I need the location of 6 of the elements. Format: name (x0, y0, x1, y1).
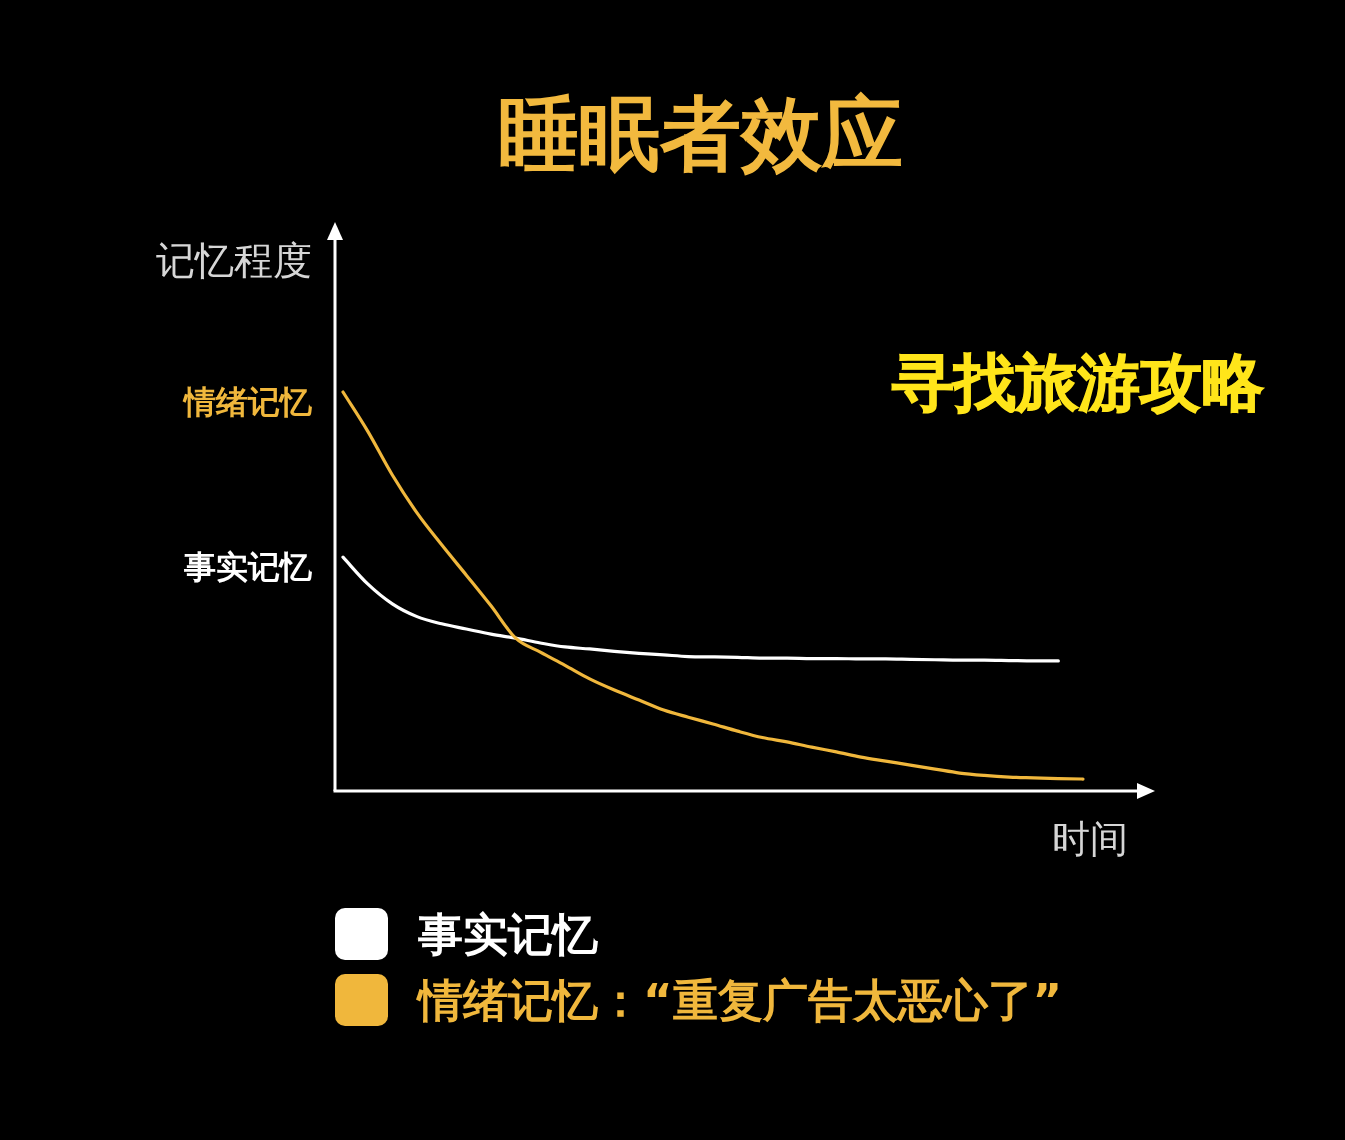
title: 睡眠者效应 (497, 87, 903, 181)
xlabel: 时间 (1052, 817, 1128, 861)
annotation: 寻找旅游攻略 (892, 346, 1264, 419)
annotation: 情绪记忆 (184, 383, 312, 421)
annotation: 事实记忆 (184, 548, 312, 587)
ylabel: 记忆程度 (156, 238, 312, 283)
